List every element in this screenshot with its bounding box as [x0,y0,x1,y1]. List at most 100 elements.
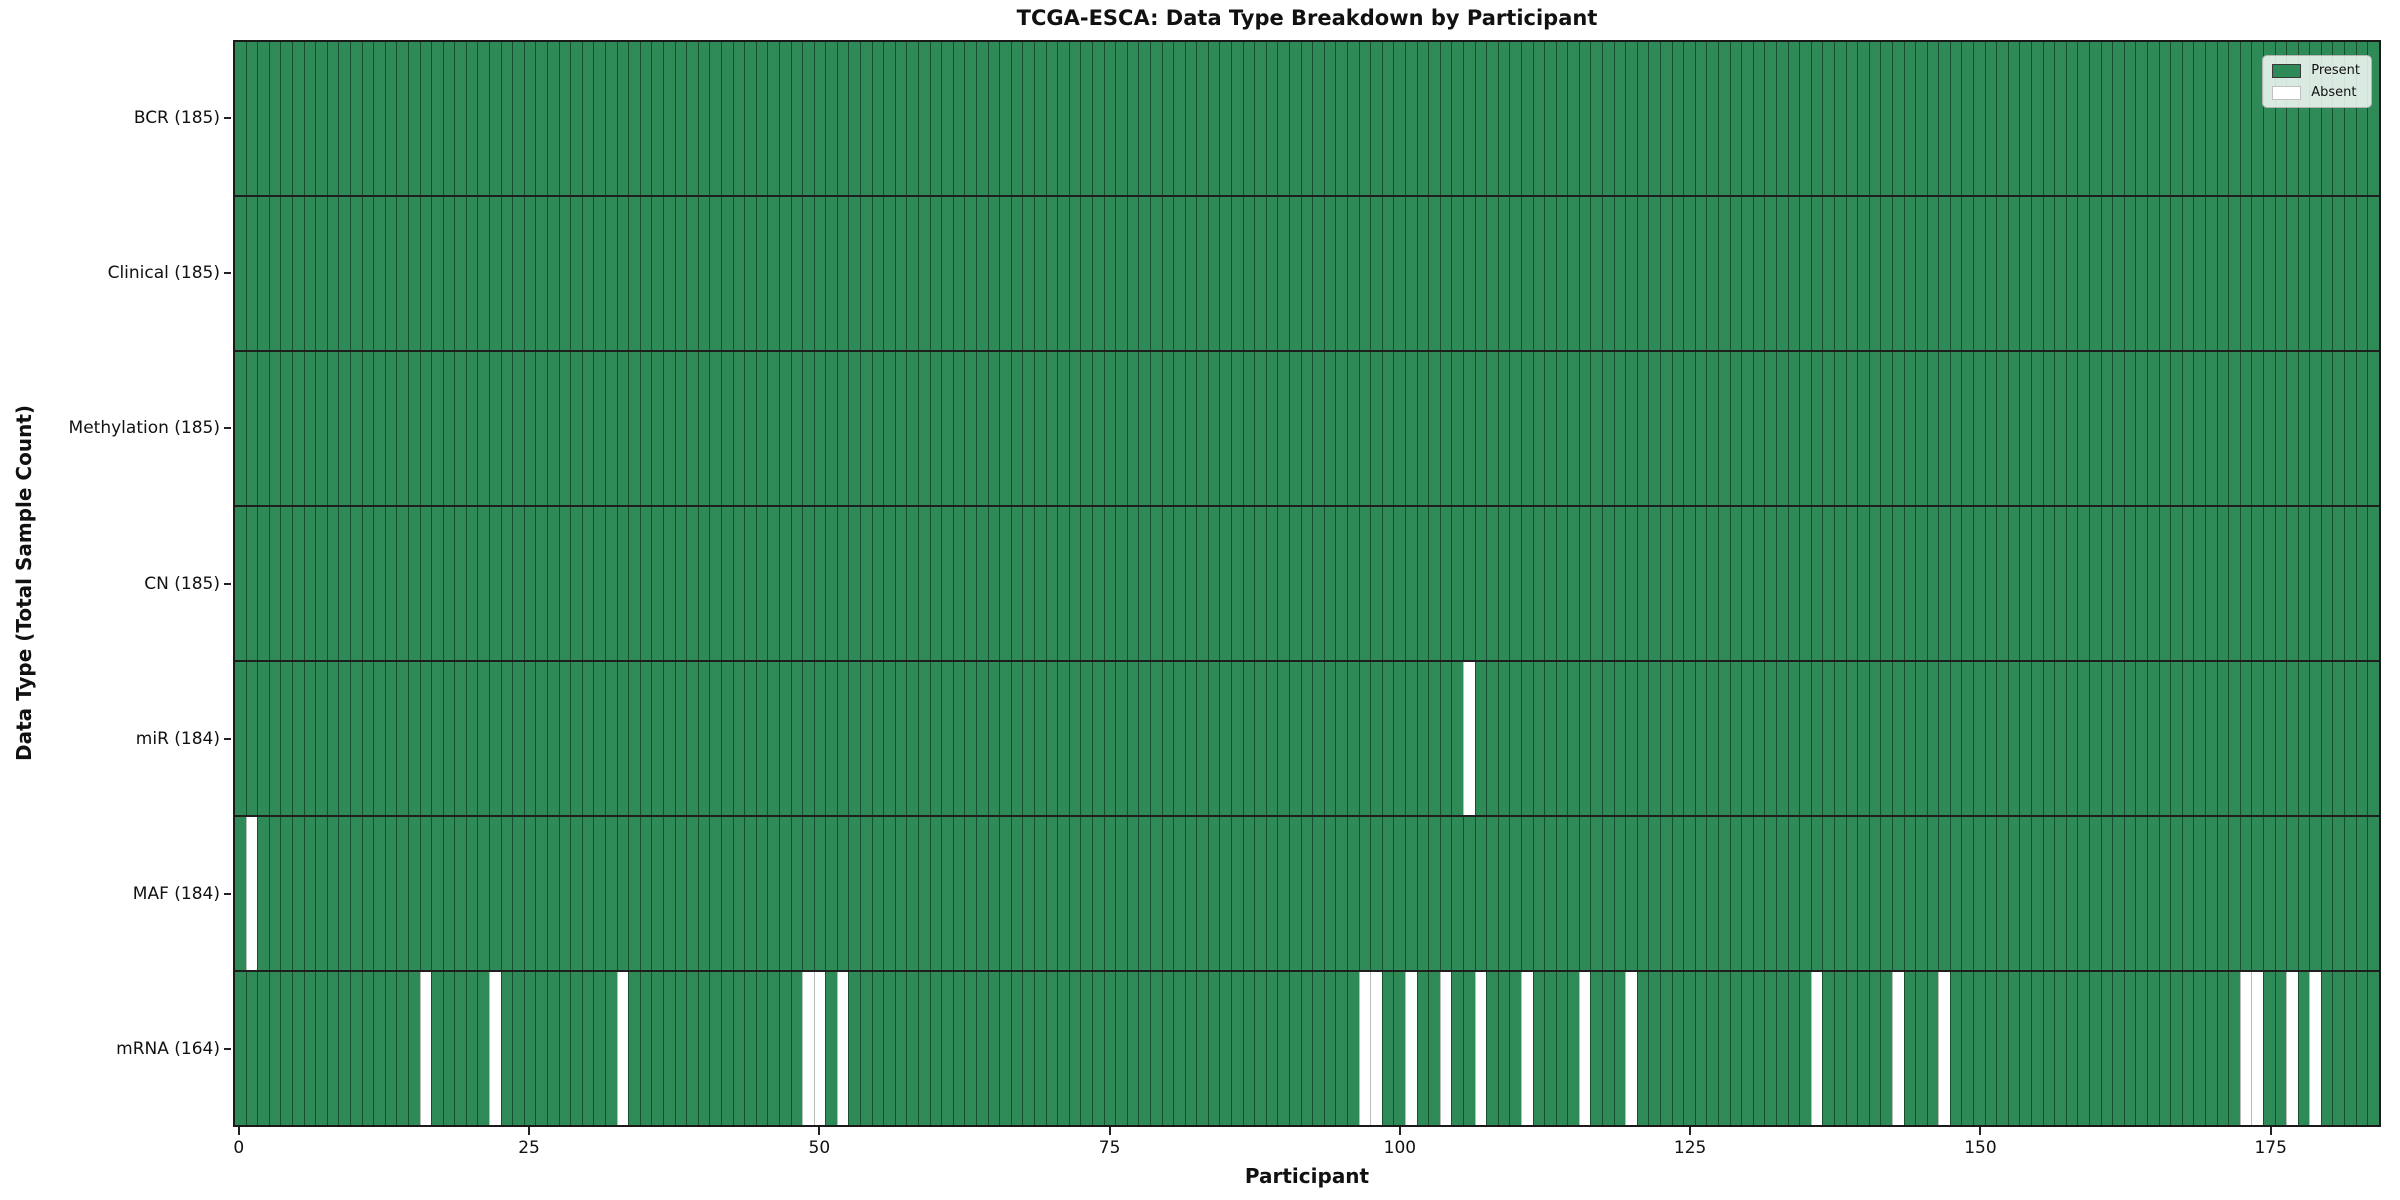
heatmap-cell-present [1254,507,1266,660]
heatmap-cell-present [2100,197,2113,350]
heatmap-cell-present [802,42,814,195]
heatmap-cell-present [1393,817,1405,970]
heatmap-cell-present [755,662,768,815]
y-tick-mark [224,582,231,585]
heatmap-cell-present [1428,662,1440,815]
heatmap-cell-present [1451,42,1463,195]
heatmap-cell-present [2228,972,2240,1125]
heatmap-cell-present [2344,972,2356,1125]
heatmap-cell-present [1984,352,1997,505]
heatmap-cell-present [2251,42,2263,195]
heatmap-cell-present [407,662,420,815]
heatmap-cell-present [1138,662,1150,815]
heatmap-cell-present [1184,352,1197,505]
heatmap-cell-present [2309,197,2321,350]
heatmap-cell-present [1915,662,1927,815]
heatmap-cell-present [941,507,953,660]
heatmap-cell-present [593,197,605,350]
heatmap-cell-present [883,972,895,1125]
heatmap-cell-present [1752,42,1765,195]
heatmap-cell-present [1949,972,1962,1125]
heatmap-cell-present [1323,352,1336,505]
heatmap-cell-present [1903,197,1916,350]
heatmap-cell-present [384,972,397,1125]
heatmap-cell-present [697,972,710,1125]
heatmap-cell-present [1752,662,1765,815]
heatmap-cell-present [419,352,432,505]
heatmap-cell-present [1671,662,1684,815]
heatmap-cell-present [2054,817,2066,970]
heatmap-cell-present [315,507,327,660]
heatmap-cell-present [1648,662,1661,815]
heatmap-cell-present [2204,662,2217,815]
heatmap-cell-present [1289,352,1301,505]
heatmap-cell-present [1602,42,1614,195]
heatmap-cell-present [1486,662,1498,815]
heatmap-cell-present [1915,817,1927,970]
heatmap-cell-present [1404,42,1417,195]
heatmap-cell-present [2274,662,2287,815]
heatmap-cell-present [326,197,339,350]
heatmap-cell-present [454,42,466,195]
heatmap-cell-present [2054,197,2066,350]
heatmap-cell-present [2367,507,2379,660]
heatmap-cell-present [976,662,988,815]
heatmap-cell-present [662,972,675,1125]
heatmap-cell-present [2332,662,2345,815]
heatmap-cell-present [1451,507,1463,660]
heatmap-cell-absent [2309,972,2321,1125]
heatmap-cell-present [1868,817,1881,970]
heatmap-cell-present [1578,662,1591,815]
heatmap-cell-present [581,352,594,505]
heatmap-cell-present [1196,507,1208,660]
chart-title: TCGA-ESCA: Data Type Breakdown by Partic… [1016,6,1598,30]
heatmap-cell-present [2181,972,2194,1125]
heatmap-cell-present [1115,507,1127,660]
heatmap-cell-present [326,817,339,970]
heatmap-cell-present [1439,42,1452,195]
heatmap-cell-present [1033,662,1046,815]
heatmap-cell-present [2100,507,2113,660]
heatmap-cell-present [1161,817,1174,970]
heatmap-cell-present [2158,42,2171,195]
heatmap-cell-present [674,817,687,970]
x-tick-mark [1398,1127,1401,1135]
heatmap-cell-present [894,972,907,1125]
heatmap-cell-present [1613,662,1626,815]
heatmap-cell-present [2239,662,2252,815]
heatmap-cell-present [1196,972,1208,1125]
heatmap-cell-present [871,662,884,815]
heatmap-cell-absent [616,972,629,1125]
heatmap-cell-present [1799,507,1811,660]
heatmap-cell-present [906,352,919,505]
y-tick-mark [224,1048,231,1051]
heatmap-cell-present [2251,197,2263,350]
heatmap-cell-present [2077,352,2089,505]
heatmap-cell-present [489,817,501,970]
heatmap-cell-present [813,817,826,970]
heatmap-cell-present [1671,352,1684,505]
heatmap-cell-present [1694,817,1707,970]
heatmap-cell-present [1996,662,2008,815]
heatmap-cell-present [1648,507,1661,660]
heatmap-cell-present [442,42,455,195]
heatmap-cell-present [1486,352,1498,505]
heatmap-cell-present [1961,972,1974,1125]
heatmap-cell-present [1602,972,1614,1125]
heatmap-cell-present [1358,352,1371,505]
heatmap-cell-present [419,507,432,660]
heatmap-cell-present [2320,42,2333,195]
heatmap-cell-present [2031,662,2043,815]
heatmap-cell-present [2332,972,2345,1125]
heatmap-cell-present [2228,817,2240,970]
heatmap-cell-present [1984,972,1997,1125]
heatmap-cell-present [999,42,1011,195]
heatmap-cell-present [1857,817,1869,970]
heatmap-cell-present [477,972,490,1125]
heatmap-cell-present [1810,352,1823,505]
heatmap-cell-present [1254,352,1266,505]
heatmap-cell-present [431,352,443,505]
heatmap-cell-present [790,662,803,815]
heatmap-cell-present [500,972,513,1125]
heatmap-cell-present [778,662,791,815]
